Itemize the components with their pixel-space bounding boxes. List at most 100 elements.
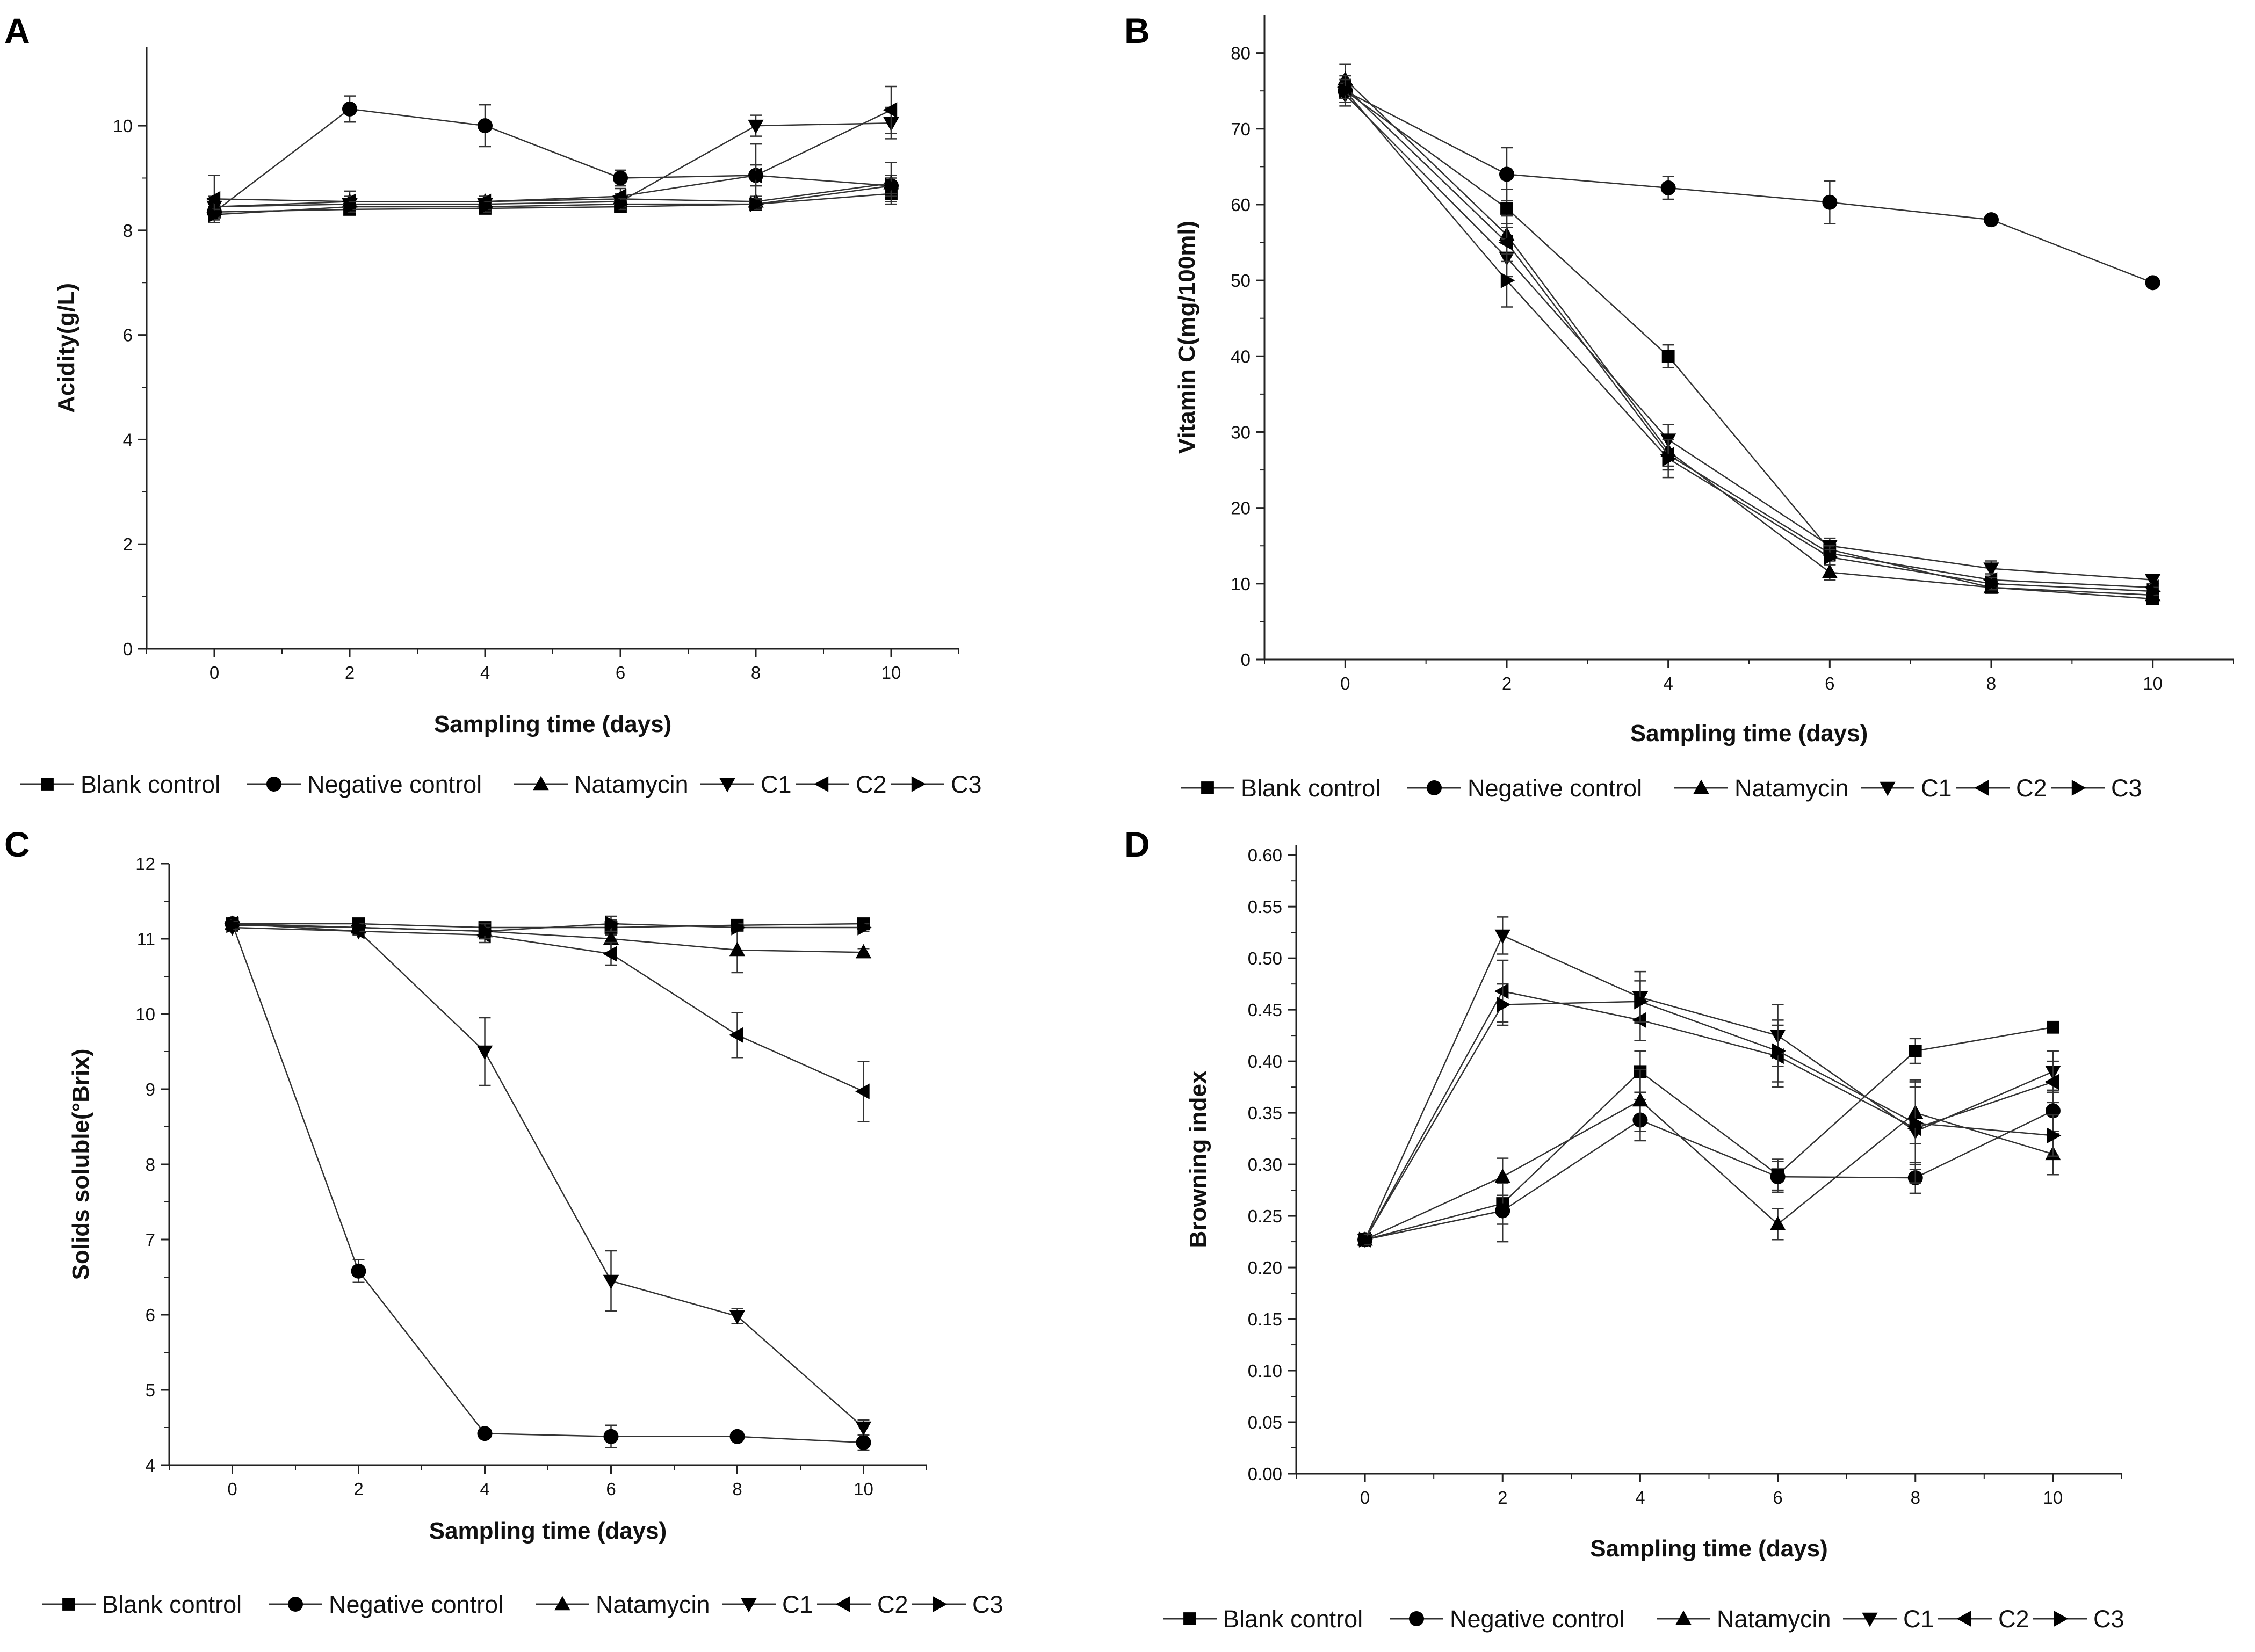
y-tick-label: 0: [1241, 650, 1251, 670]
data-point: [479, 199, 494, 215]
series-c2: [206, 85, 898, 223]
panel-letter: C: [4, 824, 30, 864]
legend-label: C3: [2093, 1605, 2124, 1633]
data-point: [855, 1421, 872, 1436]
legend-item-c3: C3: [912, 1591, 1003, 1618]
data-point: [1822, 564, 1838, 578]
legend-marker: [2054, 1611, 2069, 1627]
y-tick-label: 10: [1231, 574, 1251, 594]
data-point: [885, 178, 900, 194]
legend: Blank control Negative control Natamycin C1…: [1181, 774, 2142, 802]
data-point: [603, 1429, 619, 1444]
legend-marker: [1862, 1612, 1878, 1627]
legend-label: C1: [782, 1591, 813, 1618]
y-tick-label: 9: [146, 1079, 155, 1099]
x-tick-label: 6: [606, 1479, 616, 1499]
data-point: [603, 1274, 619, 1289]
y-tick-label: 6: [146, 1305, 155, 1325]
data-point: [605, 916, 619, 932]
chart-panel-a: A 0 2 4 6 8 10 0 2 4 6 8 10 Sampling time (days) Acidi…: [4, 11, 982, 798]
series-line: [1364, 934, 2054, 1240]
series-c1: [1357, 916, 2061, 1248]
data-point: [603, 930, 619, 945]
legend-marker: [933, 1596, 948, 1612]
data-point: [1339, 83, 1354, 99]
x-tick-label: 0: [209, 663, 219, 683]
legend-item-blank-control: Blank control: [42, 1591, 242, 1618]
y-tick-label: 4: [146, 1455, 155, 1475]
data-point: [2146, 583, 2162, 599]
legend-marker: [554, 1596, 570, 1611]
legend-item-c1: C1: [700, 771, 792, 798]
data-point: [1661, 350, 1675, 363]
x-tick-label: 10: [2143, 673, 2163, 693]
legend-item-natamycin: Natamycin: [1657, 1605, 1831, 1633]
data-point: [1632, 1092, 1649, 1107]
data-point: [1822, 194, 1838, 210]
legend-marker: [719, 778, 735, 793]
data-point: [603, 946, 617, 962]
series-c3: [226, 915, 872, 940]
legend-item-c2: C2: [1938, 1605, 2029, 1633]
legend-label: Blank control: [102, 1591, 242, 1618]
x-axis-title: Sampling time (days): [1590, 1535, 1828, 1562]
legend-marker: [1409, 1611, 1424, 1626]
y-tick-label: 70: [1231, 119, 1251, 139]
series-blank-control: [208, 185, 898, 219]
y-tick-label: 11: [137, 929, 155, 949]
x-tick-label: 4: [1663, 673, 1673, 693]
data-point: [747, 167, 762, 184]
legend-item-negative-control: Negative control: [247, 771, 482, 798]
x-tick-label: 8: [751, 663, 761, 683]
x-tick-label: 8: [1986, 673, 1996, 693]
legend-label: Blank control: [1241, 774, 1381, 802]
legend-marker: [1201, 781, 1214, 794]
legend: Blank control Negative control Natamycin C1…: [20, 771, 982, 798]
y-tick-label: 0.40: [1248, 1052, 1282, 1071]
legend-label: Negative control: [329, 1591, 503, 1618]
legend-item-blank-control: Blank control: [1181, 774, 1381, 802]
y-tick-label: 6: [123, 325, 133, 345]
panel-letter: D: [1124, 824, 1150, 864]
data-point: [1500, 272, 1515, 288]
series-line: [214, 193, 892, 213]
data-point: [2047, 1020, 2059, 1034]
legend-marker: [266, 777, 281, 792]
series-blank-control: [1339, 78, 2159, 605]
data-point: [1494, 929, 1510, 944]
series-line: [1364, 1001, 2054, 1240]
series-line: [214, 109, 892, 202]
data-point: [479, 923, 493, 939]
legend-marker: [288, 1597, 303, 1612]
y-tick-label: 7: [146, 1230, 155, 1250]
legend-label: Negative control: [1468, 774, 1642, 802]
legend-item-negative-control: Negative control: [269, 1591, 503, 1618]
series-line: [232, 923, 864, 1092]
legend-marker: [835, 1596, 850, 1612]
data-point: [1660, 180, 1676, 195]
y-axis-title: Solids soluble(°Brix): [68, 1049, 94, 1280]
y-axis-title: Vitamin C(mg/100ml): [1174, 221, 1200, 454]
series-c3: [1358, 980, 2062, 1248]
y-tick-label: 0.55: [1248, 897, 1282, 917]
data-point: [729, 941, 746, 957]
x-axis-title: Sampling time (days): [434, 711, 672, 737]
x-tick-label: 2: [353, 1479, 363, 1499]
y-tick-label: 40: [1231, 346, 1251, 366]
series-natamycin: [1337, 63, 2161, 602]
panel-letter: B: [1124, 11, 1150, 50]
data-point: [226, 917, 241, 933]
legend-label: C2: [2016, 774, 2047, 802]
legend-item-c3: C3: [2033, 1605, 2124, 1633]
legend-item-blank-control: Blank control: [1163, 1605, 1363, 1633]
data-point: [729, 1310, 746, 1325]
legend-marker: [533, 776, 549, 791]
data-point: [478, 118, 493, 134]
legend: Blank control Negative control Natamycin C1…: [1163, 1605, 2124, 1633]
series-line: [1345, 90, 2153, 592]
data-point: [1634, 994, 1649, 1010]
x-tick-label: 4: [1635, 1488, 1645, 1508]
data-point: [855, 944, 872, 959]
series-line: [214, 108, 892, 213]
